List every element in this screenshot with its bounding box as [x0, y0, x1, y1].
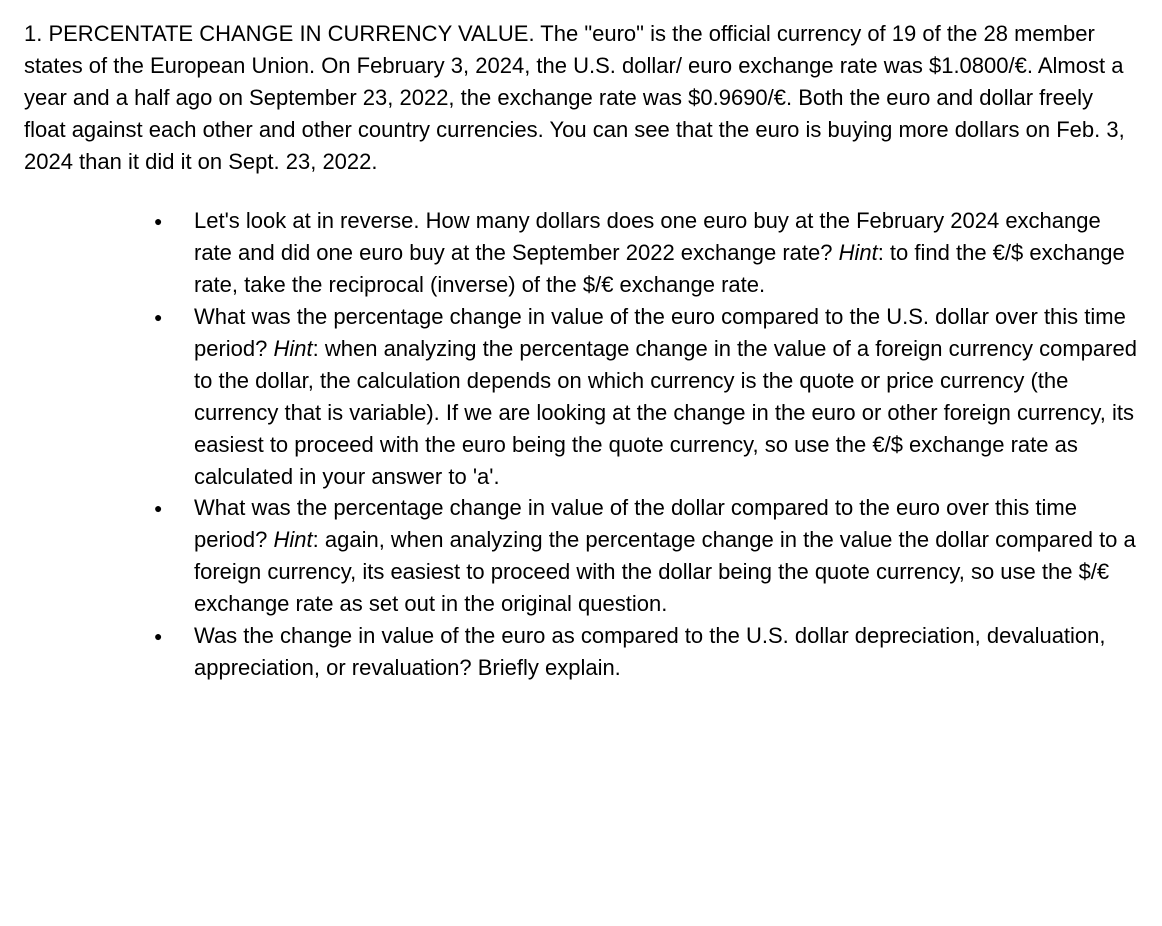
bullet-item-d: Was the change in value of the euro as c…	[154, 620, 1138, 684]
bullet-a-hint-label: Hint	[839, 240, 878, 265]
bullet-c-hint-label: Hint	[274, 527, 313, 552]
bullet-item-c: What was the percentage change in value …	[154, 492, 1138, 620]
bullet-c-text-2: : again, when analyzing the percentage c…	[194, 527, 1136, 616]
bullet-d-text-1: Was the change in value of the euro as c…	[194, 623, 1106, 680]
bullet-b-hint-label: Hint	[274, 336, 313, 361]
question-intro: 1. PERCENTATE CHANGE IN CURRENCY VALUE. …	[24, 18, 1138, 177]
question-bullet-list: Let's look at in reverse. How many dolla…	[24, 205, 1138, 683]
bullet-item-a: Let's look at in reverse. How many dolla…	[154, 205, 1138, 301]
bullet-item-b: What was the percentage change in value …	[154, 301, 1138, 492]
bullet-b-text-2: : when analyzing the percentage change i…	[194, 336, 1137, 489]
